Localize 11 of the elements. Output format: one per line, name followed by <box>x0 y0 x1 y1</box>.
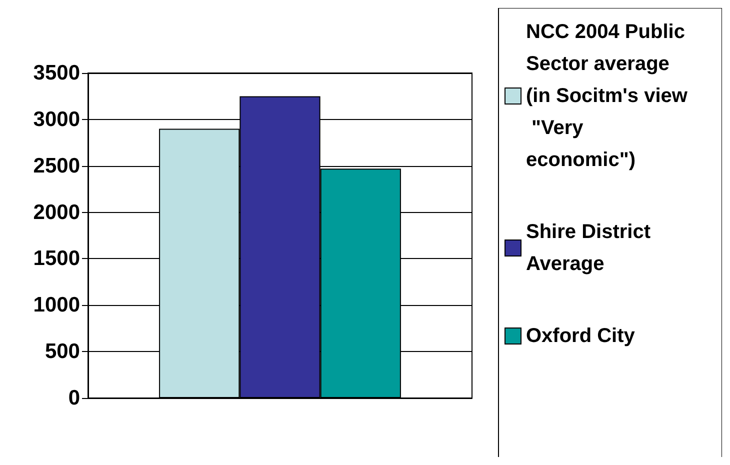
legend-label: Shire District Average <box>526 221 656 275</box>
legend-label: Oxford City <box>526 325 636 347</box>
y-tick-label: 1000 <box>33 294 80 317</box>
y-tick-label: 2000 <box>33 200 80 224</box>
y-tick-label: 3000 <box>33 108 80 131</box>
y-tick-label: 2500 <box>33 154 80 178</box>
y-tick-label: 1500 <box>33 247 80 270</box>
y-tick-label: 500 <box>44 340 80 364</box>
y-tick-label: 3500 <box>33 62 80 84</box>
y-tick-label: 0 <box>68 386 80 410</box>
legend-label: NCC 2004 Public Sector average (in Socitm's view "Very economic") <box>526 21 691 171</box>
